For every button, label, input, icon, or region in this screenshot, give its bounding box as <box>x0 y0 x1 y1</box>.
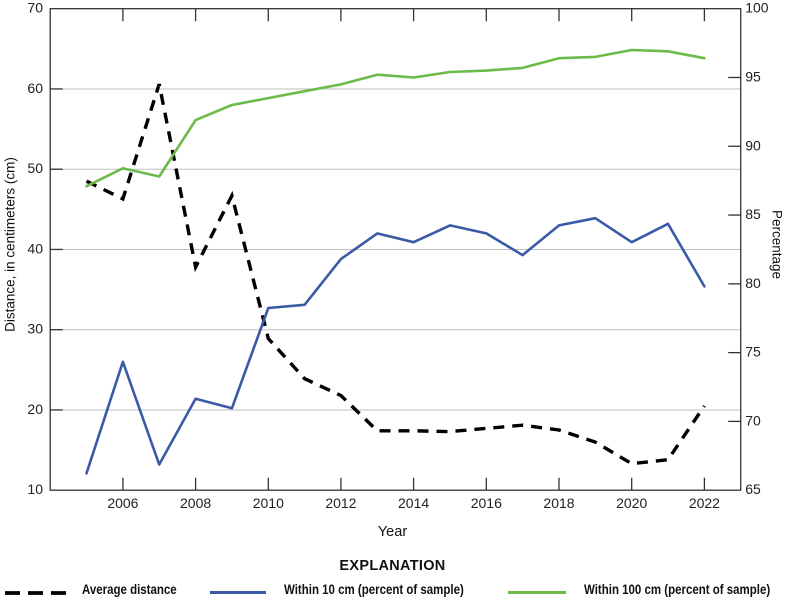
svg-text:85: 85 <box>745 206 761 222</box>
svg-text:2006: 2006 <box>107 495 138 511</box>
svg-text:10: 10 <box>27 481 43 497</box>
svg-text:2018: 2018 <box>543 495 574 511</box>
svg-text:70: 70 <box>745 412 761 428</box>
svg-text:40: 40 <box>27 240 43 256</box>
svg-text:75: 75 <box>745 344 761 360</box>
svg-text:2014: 2014 <box>398 495 429 511</box>
svg-text:2008: 2008 <box>180 495 211 511</box>
svg-text:95: 95 <box>745 68 761 84</box>
svg-text:80: 80 <box>745 275 761 291</box>
svg-text:50: 50 <box>27 160 43 176</box>
svg-text:2020: 2020 <box>616 495 647 511</box>
svg-text:2010: 2010 <box>253 495 284 511</box>
svg-text:90: 90 <box>745 137 761 153</box>
svg-text:70: 70 <box>27 0 43 16</box>
svg-text:100: 100 <box>745 0 769 16</box>
svg-text:60: 60 <box>27 80 43 96</box>
svg-text:30: 30 <box>27 321 43 337</box>
svg-text:2012: 2012 <box>325 495 356 511</box>
svg-text:2022: 2022 <box>689 495 720 511</box>
svg-text:65: 65 <box>745 481 761 497</box>
svg-text:20: 20 <box>27 401 43 417</box>
svg-text:2016: 2016 <box>471 495 502 511</box>
